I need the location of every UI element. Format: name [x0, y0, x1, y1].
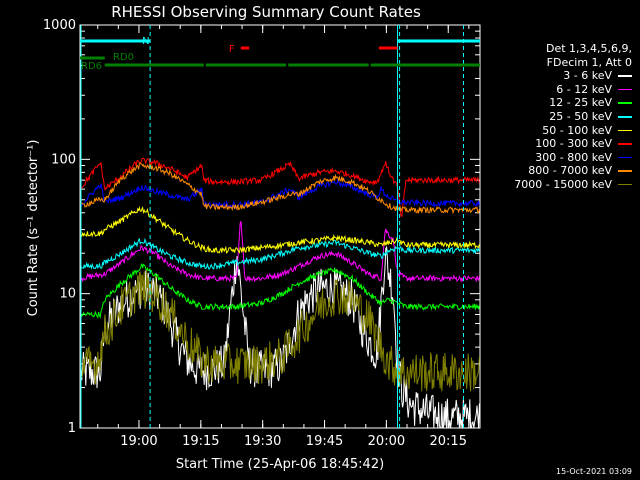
x-axis-label: Start Time (25-Apr-06 18:45:42) [176, 457, 384, 472]
legend-entry-label: 25 - 50 keV [549, 109, 612, 123]
x-tick-label: 19:30 [244, 434, 281, 449]
legend-swatch [618, 129, 632, 132]
legend-swatch [618, 88, 632, 91]
x-tick-label: 19:00 [120, 434, 157, 449]
series-line [80, 221, 480, 283]
series-line [80, 178, 480, 210]
x-tick-label: 20:00 [368, 434, 405, 449]
y-tick-label: 1000 [43, 18, 76, 33]
legend-swatch [618, 143, 632, 145]
legend-entry: 100 - 300 keV [482, 137, 632, 151]
legend-entry-label: 3 - 6 keV [563, 69, 612, 83]
flag-label: RD6 [81, 61, 102, 72]
legend-entry: 12 - 25 keV [482, 96, 632, 110]
legend-entry: 25 - 50 keV [482, 110, 632, 124]
legend-entry: 300 - 800 keV [482, 151, 632, 165]
timestamp: 15-Oct-2021 03:09 [556, 467, 632, 476]
legend-swatch [618, 75, 632, 77]
legend-swatch [618, 183, 632, 186]
y-tick-label: 100 [51, 152, 76, 167]
legend-swatch [618, 102, 632, 104]
flag-label: N [142, 36, 149, 47]
legend-swatch [618, 116, 632, 118]
flag-label: F [229, 44, 235, 55]
legend-entry: 800 - 7000 keV [482, 164, 632, 178]
legend-title: Det 1,3,4,5,6,9, [545, 42, 632, 55]
legend-entry: 7000 - 15000 keV [482, 178, 632, 192]
y-axis-label: Count Rate (s⁻¹ detector⁻¹) [26, 140, 41, 317]
y-tick-label: 10 [59, 287, 76, 302]
legend-entry: 6 - 12 keV [482, 83, 632, 97]
legend-swatch [618, 170, 632, 172]
series-line [80, 237, 480, 271]
x-tick-label: 19:15 [182, 434, 219, 449]
legend-entry-label: 12 - 25 keV [549, 96, 612, 110]
chart-title: RHESSI Observing Summary Count Rates [111, 3, 421, 21]
series-line [80, 263, 480, 319]
legend-entry-label: 50 - 100 keV [542, 123, 612, 137]
legend-entry-label: 300 - 800 keV [535, 150, 612, 164]
series-line [80, 205, 480, 254]
series-line [80, 157, 480, 218]
series-line [80, 270, 480, 392]
legend-entry: 3 - 6 keV [482, 69, 632, 83]
x-tick-label: 19:45 [306, 434, 343, 449]
chart-marks: 1 10 100 1000 19:00 19:15 19:30 19:45 20:00 20:15… [43, 18, 481, 449]
legend-entry-label: 100 - 300 keV [535, 137, 612, 151]
series-line [80, 245, 480, 429]
legend-title: FDecim 1, Att 0 [546, 55, 632, 69]
x-tick-label: 20:15 [430, 434, 467, 449]
plot-frame [79, 24, 481, 429]
legend-entry-label: 7000 - 15000 keV [514, 177, 612, 191]
series-line [80, 162, 480, 215]
legend-swatch [618, 156, 632, 159]
legend-entry: 50 - 100 keV [482, 124, 632, 138]
legend-entry-label: 800 - 7000 keV [528, 164, 612, 178]
y-tick-label: 1 [68, 421, 76, 436]
flag-label: RD0 [113, 52, 134, 63]
legend-entry-label: 6 - 12 keV [556, 82, 612, 96]
